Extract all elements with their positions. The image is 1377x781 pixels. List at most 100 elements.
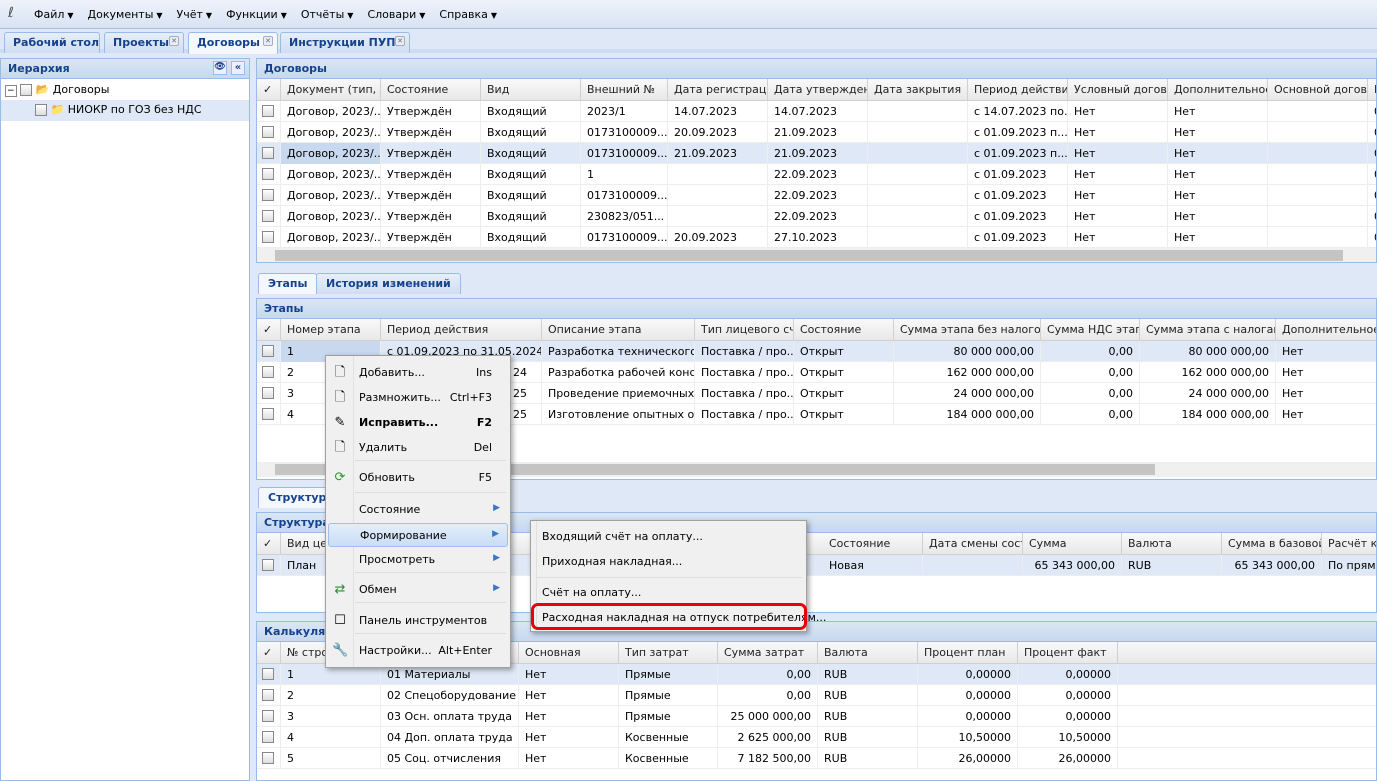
column-header[interactable]: Сумма этапа без налогов bbox=[894, 319, 1041, 341]
column-header[interactable]: Сумма bbox=[1023, 533, 1122, 555]
checkbox[interactable] bbox=[262, 366, 274, 378]
table-row[interactable]: Договор, 2023/... Утверждён Входящий 230823… bbox=[257, 206, 1376, 227]
column-header[interactable]: Состояние bbox=[794, 319, 894, 341]
table-row[interactable]: Договор, 2023/... Утверждён Входящий 2023/1… bbox=[257, 101, 1376, 122]
checkbox[interactable] bbox=[262, 387, 274, 399]
column-header[interactable]: Дополнительное с bbox=[1168, 79, 1268, 101]
row-checkbox[interactable] bbox=[257, 164, 281, 185]
scrollbar-thumb[interactable] bbox=[275, 250, 1343, 261]
tab-3[interactable]: Инструкции ПУП ✕ bbox=[280, 32, 410, 53]
checkbox[interactable] bbox=[262, 689, 274, 701]
column-header[interactable] bbox=[381, 642, 519, 664]
column-header[interactable]: L bbox=[1368, 79, 1376, 101]
column-header[interactable]: Валюта bbox=[818, 642, 918, 664]
menu-item-9[interactable]: ☐ Панель инструментов bbox=[328, 609, 508, 633]
checkbox[interactable] bbox=[262, 105, 274, 117]
menu-4[interactable]: Отчёты ▼ bbox=[301, 8, 354, 21]
checkbox[interactable] bbox=[262, 345, 274, 357]
horizontal-scrollbar[interactable] bbox=[257, 462, 1376, 477]
checkbox[interactable] bbox=[262, 752, 274, 764]
collapse-icon[interactable]: « bbox=[231, 61, 245, 75]
row-checkbox[interactable] bbox=[257, 362, 281, 383]
check-all-header[interactable]: ✓ bbox=[257, 642, 281, 664]
checkbox[interactable] bbox=[262, 731, 274, 743]
tree-node-niokr[interactable]: 📁 НИОКР по ГОЗ без НДС bbox=[1, 100, 249, 121]
column-header[interactable]: Состояние bbox=[381, 79, 481, 101]
check-all-header[interactable]: ✓ bbox=[257, 319, 281, 341]
table-row[interactable]: 4 25 Изготовление опытных о... Поставка / п… bbox=[257, 404, 1376, 425]
checkbox[interactable] bbox=[262, 189, 274, 201]
row-checkbox[interactable] bbox=[257, 143, 281, 164]
row-checkbox[interactable] bbox=[257, 383, 281, 404]
menu-item-7[interactable]: Просмотреть ▶ bbox=[328, 548, 508, 572]
checkbox[interactable] bbox=[262, 210, 274, 222]
menu-item-10[interactable]: 🔧 Настройки... Alt+Enter bbox=[328, 639, 508, 663]
checkbox[interactable] bbox=[262, 668, 274, 680]
row-checkbox[interactable] bbox=[257, 555, 281, 576]
tab-2[interactable]: Договоры ✕ bbox=[188, 32, 278, 54]
column-header[interactable]: Дата закрытия bbox=[868, 79, 968, 101]
table-row[interactable]: Договор, 2023/... Утверждён Входящий 017310… bbox=[257, 143, 1376, 164]
menu-6[interactable]: Справка ▼ bbox=[439, 8, 497, 21]
close-icon[interactable]: ✕ bbox=[395, 36, 405, 46]
tab-history[interactable]: История изменений bbox=[316, 273, 461, 294]
menu-item-5[interactable]: Состояние ▶ bbox=[328, 498, 508, 522]
column-header[interactable]: Процент план bbox=[918, 642, 1018, 664]
row-checkbox[interactable] bbox=[257, 185, 281, 206]
menu-0[interactable]: Файл ▼ bbox=[34, 8, 74, 21]
column-header[interactable]: Сумма НДС этапа bbox=[1041, 319, 1140, 341]
checkbox[interactable] bbox=[262, 126, 274, 138]
row-checkbox[interactable] bbox=[257, 748, 281, 769]
column-header[interactable]: Процент факт bbox=[1018, 642, 1118, 664]
column-header[interactable]: Номер этапа bbox=[281, 319, 381, 341]
column-header[interactable]: Дополнительное с bbox=[1276, 319, 1376, 341]
submenu-item-2[interactable]: Счёт на оплату... bbox=[533, 581, 804, 605]
menu-item-8[interactable]: ⇄ Обмен ▶ bbox=[328, 578, 508, 602]
row-checkbox[interactable] bbox=[257, 341, 281, 362]
row-checkbox[interactable] bbox=[257, 727, 281, 748]
column-header[interactable]: Сумма затрат bbox=[718, 642, 818, 664]
column-header[interactable]: Описание этапа bbox=[542, 319, 695, 341]
row-checkbox[interactable] bbox=[257, 101, 281, 122]
close-icon[interactable]: ✕ bbox=[169, 36, 179, 46]
column-header[interactable]: Период действия... bbox=[968, 79, 1068, 101]
submenu-item-0[interactable]: Входящий счёт на оплату... bbox=[533, 525, 804, 549]
menu-item-6[interactable]: Формирование ▶ bbox=[328, 523, 508, 547]
menu-item-2[interactable]: ✎ Исправить... F2 bbox=[328, 411, 508, 435]
column-header[interactable]: Основная bbox=[519, 642, 619, 664]
column-header[interactable]: Состояние bbox=[823, 533, 923, 555]
column-header[interactable]: Валюта bbox=[1122, 533, 1222, 555]
table-row[interactable]: 2 02 Спецоборудование Нет Прямые 0,00 RUB 0,00… bbox=[257, 685, 1376, 706]
checkbox[interactable] bbox=[35, 104, 47, 116]
column-header[interactable]: Дата смены состоя bbox=[923, 533, 1023, 555]
tab-1[interactable]: Проекты ✕ bbox=[104, 32, 184, 53]
table-row[interactable]: 4 04 Доп. оплата труда Нет Косвенные 2 625 0… bbox=[257, 727, 1376, 748]
table-row[interactable]: Договор, 2023/... Утверждён Входящий 1 22.09… bbox=[257, 164, 1376, 185]
column-header[interactable]: Период действия bbox=[381, 319, 542, 341]
table-row[interactable]: 2 24 Разработка рабочей конс... Поставка / … bbox=[257, 362, 1376, 383]
row-checkbox[interactable] bbox=[257, 664, 281, 685]
checkbox[interactable] bbox=[262, 168, 274, 180]
close-icon[interactable]: ✕ bbox=[263, 36, 273, 46]
menu-5[interactable]: Словари ▼ bbox=[367, 8, 425, 21]
column-header[interactable]: Сумма в базовой в bbox=[1222, 533, 1322, 555]
submenu-item-1[interactable]: Приходная накладная... bbox=[533, 550, 804, 574]
menu-item-4[interactable]: ⟳ Обновить F5 bbox=[328, 466, 508, 490]
checkbox[interactable] bbox=[262, 231, 274, 243]
column-header[interactable]: Основной договор bbox=[1268, 79, 1368, 101]
column-header[interactable]: Дата регистрации bbox=[668, 79, 768, 101]
row-checkbox[interactable] bbox=[257, 206, 281, 227]
submenu-item-3[interactable]: Расходная накладная на отпуск потребител… bbox=[533, 606, 826, 630]
row-checkbox[interactable] bbox=[257, 685, 281, 706]
column-header[interactable]: Дата утверждения bbox=[768, 79, 868, 101]
column-header[interactable]: Тип лицевого счёт bbox=[695, 319, 794, 341]
checkbox[interactable] bbox=[262, 147, 274, 159]
menu-2[interactable]: Учёт ▼ bbox=[177, 8, 213, 21]
tab-0[interactable]: Рабочий стол bbox=[4, 32, 100, 53]
checkbox[interactable] bbox=[262, 559, 274, 571]
column-header[interactable]: Внешний № bbox=[581, 79, 668, 101]
table-row[interactable]: 3 25 Проведение приемочных... Поставка / пр… bbox=[257, 383, 1376, 404]
menu-1[interactable]: Документы ▼ bbox=[88, 8, 163, 21]
collapse-toggle-icon[interactable]: − bbox=[5, 85, 17, 97]
row-checkbox[interactable] bbox=[257, 706, 281, 727]
